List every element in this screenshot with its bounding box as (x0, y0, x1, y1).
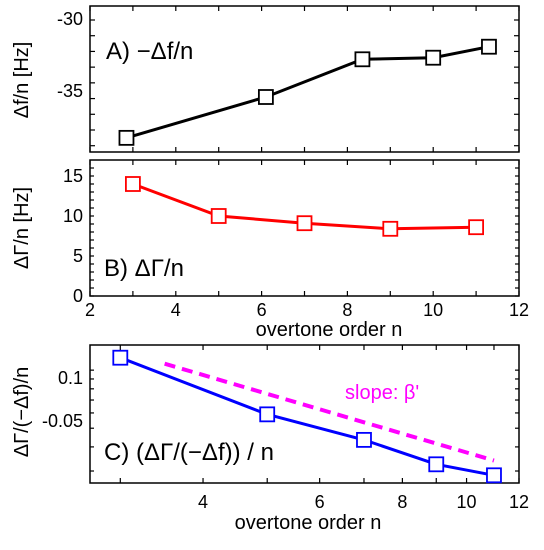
y-tick-label: 0 (73, 286, 83, 306)
x-tick-label: 2 (85, 300, 95, 320)
y-tick-label: 5 (73, 246, 83, 266)
x-tick-label: 6 (257, 300, 267, 320)
panel-b: 0 5 10 15 2 4 6 8 10 12 ΔΓ/n [Hz] overtone order… (11, 159, 529, 341)
y-axis-label: Δf/n [Hz] (11, 42, 33, 119)
data-point (425, 49, 442, 66)
y-tick-label: 10 (63, 206, 83, 226)
y-tick-label: -35 (57, 81, 83, 101)
x-tick-label: 12 (509, 492, 529, 512)
data-point (118, 129, 135, 146)
data-point (125, 176, 141, 192)
data-point (356, 431, 372, 448)
panel-c: 4 6 8 10 12 0.1 -0.05 ΔΓ/(−Δf)/n overtone or… (11, 344, 529, 534)
data-point (428, 456, 445, 473)
slope-label: slope: β' (345, 382, 419, 404)
data-point (481, 38, 497, 55)
data-point (486, 467, 502, 484)
x-tick-label: 10 (457, 492, 477, 512)
data-point (210, 208, 227, 224)
panel-annotation: C) (ΔΓ/(−Δf)) / n (104, 439, 274, 466)
panel-annotation: B) ΔΓ/n (104, 255, 184, 282)
x-tick-label: 12 (509, 300, 529, 320)
data-point (259, 406, 276, 423)
y-axis-label: ΔΓ/(−Δf)/n (11, 367, 33, 458)
panel-annotation: A) −Δf/n (106, 38, 193, 65)
x-tick-label: 4 (198, 492, 208, 512)
slope-guide-line (164, 361, 495, 463)
data-point (382, 220, 399, 237)
x-tick-label: 8 (397, 492, 407, 512)
data-point (468, 219, 485, 236)
x-tick-label: 4 (171, 300, 181, 320)
x-tick-label: 6 (315, 492, 325, 512)
y-tick-label: -0.05 (42, 411, 83, 431)
y-tick-label: -30 (57, 9, 83, 29)
y-axis-label: ΔΓ/n [Hz] (11, 187, 33, 269)
data-point (354, 51, 371, 68)
y-tick-label: 0.1 (58, 368, 83, 388)
panel-a: -30 -35 Δf/n [Hz] A) −Δf/n (11, 5, 520, 153)
x-tick-label: 8 (342, 300, 352, 320)
x-axis-label: overtone order n (235, 512, 382, 534)
data-point (257, 89, 274, 105)
x-tick-label: 10 (423, 300, 443, 320)
panel-c-frame (89, 344, 520, 484)
y-tick-label: 15 (63, 166, 83, 186)
data-point (296, 215, 313, 232)
data-point (112, 349, 129, 366)
x-axis-label: overtone order n (256, 319, 403, 341)
